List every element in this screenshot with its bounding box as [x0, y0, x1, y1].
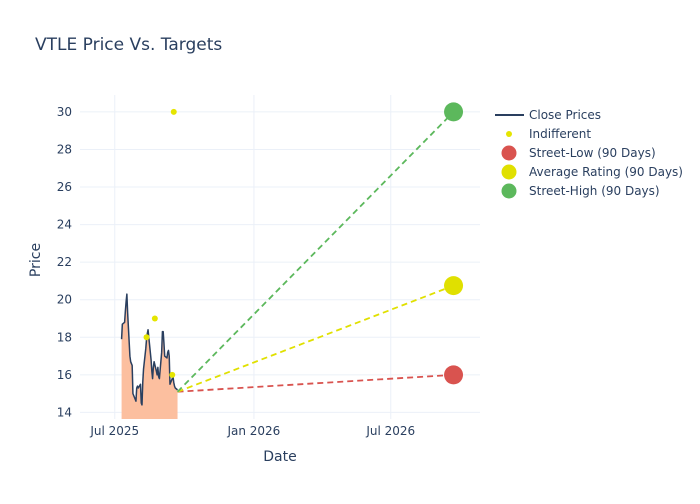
- legend-label-average-rating: Average Rating (90 Days): [529, 165, 683, 179]
- target-marker-average: [444, 276, 464, 296]
- x-tick-label: Jul 2026: [365, 424, 415, 438]
- legend-label-street-high: Street-High (90 Days): [529, 184, 660, 198]
- legend: Close Prices Indifferent Street-Low (90 Da…: [495, 108, 683, 199]
- rating-point: [143, 334, 150, 341]
- close-price-fill: [121, 294, 178, 419]
- x-axis-ticks: Jul 2025 Jan 2026 Jul 2026: [89, 424, 415, 438]
- y-axis-ticks: 14 16 18 20 22 24 26 28 30: [57, 105, 72, 420]
- y-axis-label: Price: [28, 243, 44, 277]
- legend-swatch-street-low: [501, 145, 517, 161]
- target-line-street-low: [177, 373, 454, 393]
- chart-title: VTLE Price Vs. Targets: [35, 35, 222, 55]
- legend-label-street-low: Street-Low (90 Days): [529, 146, 656, 160]
- target-marker-street-low: [444, 365, 464, 385]
- y-tick-label: 20: [57, 293, 72, 307]
- legend-swatch-indifferent: [506, 131, 512, 137]
- legend-label-indifferent: Indifferent: [529, 127, 591, 141]
- x-axis-label: Date: [263, 449, 296, 465]
- target-lines: [176, 111, 455, 393]
- x-tick-label: Jul 2025: [89, 424, 139, 438]
- x-tick-label: Jan 2026: [226, 424, 280, 438]
- y-tick-label: 28: [57, 142, 72, 156]
- rating-point: [170, 108, 177, 115]
- target-marker-street-high: [444, 102, 464, 122]
- close-price-area: [121, 294, 178, 419]
- y-tick-label: 14: [57, 405, 72, 419]
- y-tick-label: 30: [57, 105, 72, 119]
- legend-label-close-prices: Close Prices: [529, 108, 601, 122]
- rating-point: [169, 371, 176, 378]
- legend-swatch-average-rating: [501, 164, 517, 180]
- y-tick-label: 16: [57, 368, 72, 382]
- target-points: [444, 102, 464, 385]
- y-tick-label: 24: [57, 218, 72, 232]
- target-line-street-high: [176, 111, 455, 393]
- rating-point: [151, 315, 158, 322]
- legend-swatch-street-high: [501, 183, 517, 199]
- y-tick-label: 26: [57, 180, 72, 194]
- y-tick-label: 22: [57, 255, 72, 269]
- rating-points: [143, 108, 177, 378]
- y-tick-label: 18: [57, 330, 72, 344]
